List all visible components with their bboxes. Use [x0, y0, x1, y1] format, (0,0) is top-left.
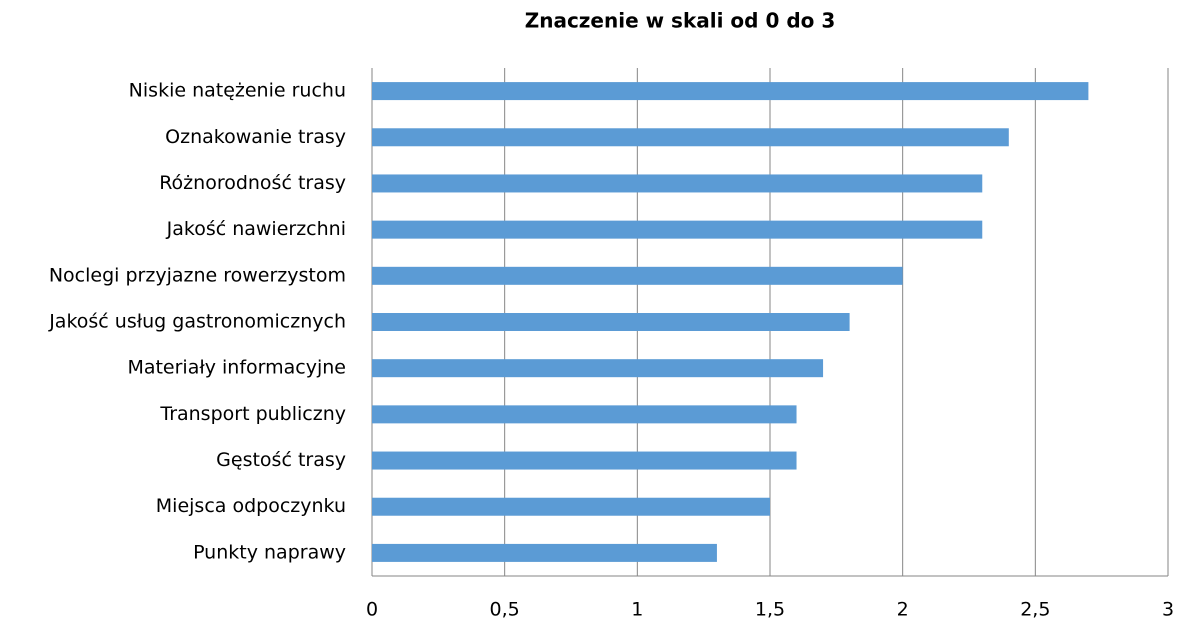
x-tick-label: 0 [366, 599, 378, 621]
y-tick-label: Różnorodność trasy [159, 172, 346, 194]
bar [372, 405, 797, 424]
bar [372, 266, 903, 285]
bar [372, 359, 824, 378]
y-tick-label: Punkty naprawy [193, 541, 346, 563]
bar [372, 451, 797, 470]
y-tick-label: Noclegi przyjazne rowerzystom [49, 264, 346, 286]
x-tick-label: 2 [897, 599, 909, 621]
y-tick-label: Jakość nawierzchni [166, 218, 346, 240]
bar [372, 543, 717, 562]
bar [372, 313, 850, 331]
bar [372, 128, 1009, 147]
y-tick-label: Gęstość trasy [216, 449, 346, 471]
bar [372, 174, 983, 193]
y-tick-label: Jakość usług gastronomicznych [48, 311, 346, 333]
chart-title: Znaczenie w skali od 0 do 3 [525, 9, 836, 33]
y-tick-label: Materiały informacyjne [127, 357, 346, 379]
x-tick-label: 3 [1162, 599, 1174, 621]
y-tick-label: Niskie natężenie ruchu [129, 80, 346, 102]
y-tick-label: Oznakowanie trasy [165, 126, 346, 148]
y-tick-label: Miejsca odpoczynku [156, 495, 346, 517]
x-tick-label: 1 [631, 599, 643, 621]
x-tick-label: 1,5 [755, 599, 785, 621]
y-tick-label: Transport publiczny [159, 403, 346, 425]
bar [372, 82, 1089, 101]
x-tick-label: 0,5 [490, 599, 520, 621]
bar [372, 220, 983, 239]
bar [372, 497, 770, 516]
x-tick-label: 2,5 [1020, 599, 1050, 621]
